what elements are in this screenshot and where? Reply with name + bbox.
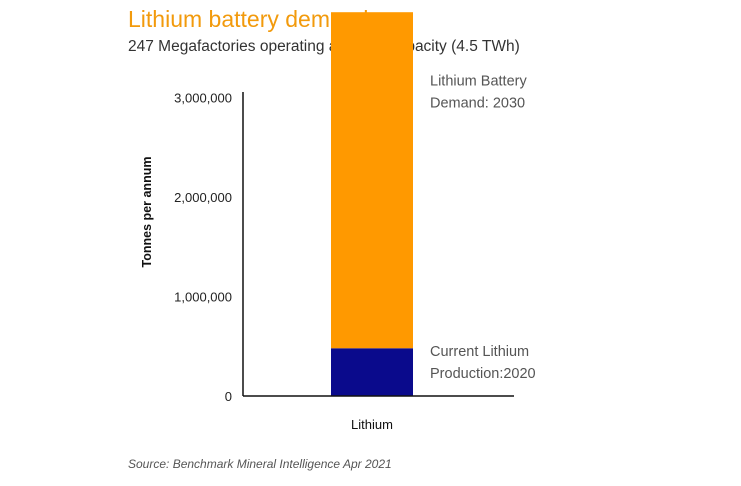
- x-axis-category-labels: Lithium: [351, 417, 393, 432]
- y-tick-label: 3,000,000: [174, 91, 232, 106]
- x-category-label: Lithium: [351, 417, 393, 432]
- y-axis-ticks: 0 1,000,000 2,000,000 3,000,000: [174, 91, 232, 404]
- bar-segment-current-production: [331, 348, 413, 396]
- chart-subtitle: 247 Megafactories operating at 100% capa…: [128, 38, 520, 55]
- y-tick-label: 0: [225, 389, 232, 404]
- annotations: Lithium Battery Demand: 2030 Current Lithi…: [430, 74, 536, 382]
- y-tick-label: 1,000,000: [174, 290, 232, 305]
- y-tick-label: 2,000,000: [174, 190, 232, 205]
- source-note: Source: Benchmark Mineral Intelligence A…: [128, 457, 392, 471]
- chart-title: Lithium battery demand: [128, 6, 369, 32]
- bars: [331, 12, 413, 396]
- y-axis-label: Tonnes per annum: [140, 157, 154, 268]
- annotation-current-production: Current Lithium Production:2020: [430, 344, 536, 382]
- bar-segment-battery-demand: [331, 12, 413, 349]
- annotation-battery-demand: Lithium Battery Demand: 2030: [430, 74, 527, 112]
